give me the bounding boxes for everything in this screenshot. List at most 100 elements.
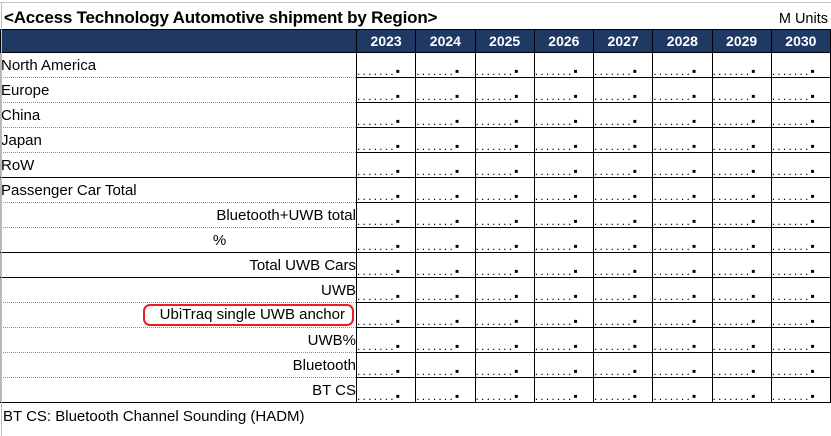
data-cell-redacted-value: .......▪ (770, 77, 831, 103)
data-cell-redacted-value: .......▪ (474, 377, 535, 403)
data-cell-redacted-value: .......▪ (592, 252, 654, 278)
row-label-cell: % (0, 227, 357, 253)
year-header: 2028 (652, 29, 713, 53)
year-header: 2024 (415, 29, 476, 53)
data-cell-redacted-value: .......▪ (355, 177, 417, 203)
data-cell-redacted-value: .......▪ (474, 177, 535, 203)
data-cell-redacted-value: .......▪ (770, 352, 831, 378)
data-cell-redacted-value: .......▪ (355, 227, 417, 253)
year-header: 2030 (770, 29, 831, 53)
data-cell-redacted-value: .......▪ (355, 377, 417, 403)
data-cell-redacted-value: .......▪ (474, 252, 535, 278)
data-cell-redacted-value: .......▪ (592, 52, 654, 78)
row-label: China (1, 106, 41, 124)
data-cell-redacted-value: .......▪ (652, 352, 713, 378)
table-row: North America .......▪ .......▪ .......▪...… (0, 52, 831, 78)
data-cell-redacted-value: .......▪ (474, 327, 535, 353)
data-cell-redacted-value: .......▪ (652, 102, 713, 128)
data-cell-redacted-value: .......▪ (770, 102, 831, 128)
data-cell-redacted-value: .......▪ (652, 127, 713, 153)
row-label-cell: Passenger Car Total (0, 177, 357, 203)
data-cell-redacted-value: .......▪ (652, 252, 713, 278)
row-label-cell: Total UWB Cars (0, 252, 357, 278)
row-label-cell: UWB (0, 277, 357, 303)
data-cell-redacted-value: .......▪ (533, 302, 595, 328)
table-row: China .......▪ .......▪ .......▪ .......▪...… (0, 102, 831, 128)
table-row: Total UWB Cars .......▪ .......▪ .......▪..… (0, 252, 831, 278)
data-cell-redacted-value: .......▪ (415, 127, 476, 153)
data-cell-redacted-value: .......▪ (474, 352, 535, 378)
data-cell-redacted-value: .......▪ (355, 302, 417, 328)
data-cell-redacted-value: .......▪ (711, 177, 772, 203)
data-cell-redacted-value: .......▪ (355, 52, 417, 78)
data-cell-redacted-value: .......▪ (415, 52, 476, 78)
data-cell-redacted-value: .......▪ (592, 152, 654, 178)
data-cell-redacted-value: .......▪ (770, 252, 831, 278)
row-label: UWB% (307, 331, 356, 349)
data-cell-redacted-value: .......▪ (474, 52, 535, 78)
data-cell-redacted-value: .......▪ (592, 327, 654, 353)
data-cell-redacted-value: .......▪ (652, 277, 713, 303)
row-label: UWB (321, 281, 356, 299)
title-bar: <Access Technology Automotive shipment b… (0, 0, 831, 29)
table-row: Japan .......▪ .......▪ .......▪ .......▪...… (0, 127, 831, 153)
row-label-cell: Bluetooth (0, 352, 357, 378)
table-row: Europe .......▪ .......▪ .......▪ .......▪..… (0, 77, 831, 103)
data-cell-redacted-value: .......▪ (415, 302, 476, 328)
row-label: BT CS (312, 381, 356, 399)
data-cell-redacted-value: .......▪ (415, 377, 476, 403)
row-label-cell: China (0, 102, 357, 128)
data-cell-redacted-value: .......▪ (711, 252, 772, 278)
data-cell-redacted-value: .......▪ (711, 377, 772, 403)
data-cell-redacted-value: .......▪ (355, 252, 417, 278)
data-cell-redacted-value: .......▪ (711, 227, 772, 253)
data-cell-redacted-value: .......▪ (474, 202, 535, 228)
data-cell-redacted-value: .......▪ (711, 202, 772, 228)
data-cell-redacted-value: .......▪ (652, 202, 713, 228)
data-cell-redacted-value: .......▪ (533, 52, 595, 78)
table-row: RoW .......▪ .......▪ .......▪ .......▪.....… (0, 152, 831, 178)
year-header: 2027 (592, 29, 654, 53)
data-cell-redacted-value: .......▪ (711, 52, 772, 78)
data-cell-redacted-value: .......▪ (652, 377, 713, 403)
data-cell-redacted-value: .......▪ (355, 352, 417, 378)
data-cell-redacted-value: .......▪ (652, 52, 713, 78)
data-cell-redacted-value: .......▪ (355, 327, 417, 353)
data-cell-redacted-value: .......▪ (474, 302, 535, 328)
data-cell-redacted-value: .......▪ (415, 202, 476, 228)
data-cell-redacted-value: .......▪ (592, 227, 654, 253)
data-cell-redacted-value: .......▪ (652, 227, 713, 253)
table-row: Bluetooth+UWB total .......▪ .......▪.....… (0, 202, 831, 228)
data-cell-redacted-value: .......▪ (355, 277, 417, 303)
data-cell-redacted-value: .......▪ (474, 127, 535, 153)
footnote: BT CS: Bluetooth Channel Sounding (HADM) (3, 408, 305, 425)
table-title: <Access Technology Automotive shipment b… (4, 8, 438, 27)
data-cell-redacted-value: .......▪ (770, 327, 831, 353)
year-header-row: 2023 2024 2025 2026 2027 2028 2029 2030 (0, 29, 831, 53)
data-cell-redacted-value: .......▪ (652, 77, 713, 103)
data-cell-redacted-value: .......▪ (533, 202, 595, 228)
data-cell-redacted-value: .......▪ (355, 152, 417, 178)
data-cell-redacted-value: .......▪ (533, 252, 595, 278)
data-cell-redacted-value: .......▪ (592, 177, 654, 203)
data-cell-redacted-value: .......▪ (592, 77, 654, 103)
data-cell-redacted-value: .......▪ (592, 202, 654, 228)
row-label: Bluetooth+UWB total (216, 206, 356, 224)
year-header: 2023 (355, 29, 417, 53)
data-cell-redacted-value: .......▪ (770, 302, 831, 328)
data-cell-redacted-value: .......▪ (533, 227, 595, 253)
data-cell-redacted-value: .......▪ (592, 377, 654, 403)
row-label: Passenger Car Total (1, 181, 137, 199)
data-cell-redacted-value: .......▪ (533, 102, 595, 128)
data-cell-redacted-value: .......▪ (592, 277, 654, 303)
data-cell-redacted-value: .......▪ (415, 227, 476, 253)
data-cell-redacted-value: .......▪ (474, 152, 535, 178)
data-cell-redacted-value: .......▪ (770, 52, 831, 78)
data-cell-redacted-value: .......▪ (770, 177, 831, 203)
row-label: North America (1, 56, 97, 74)
row-label-cell: RoW (0, 152, 357, 178)
data-cell-redacted-value: .......▪ (533, 277, 595, 303)
year-header: 2025 (474, 29, 535, 53)
data-cell-redacted-value: .......▪ (711, 127, 772, 153)
